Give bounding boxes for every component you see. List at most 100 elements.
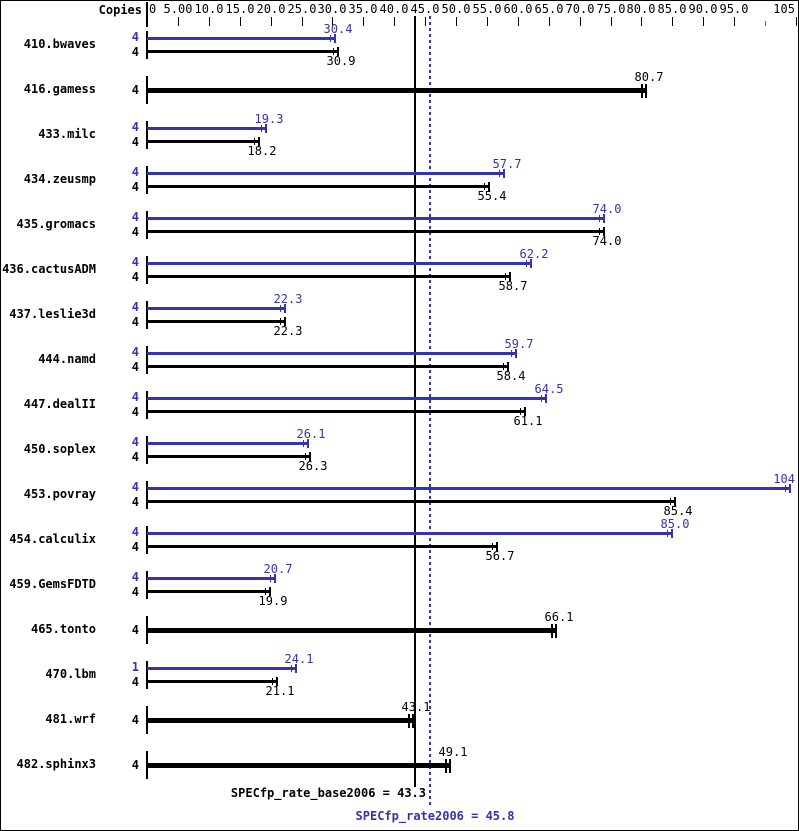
bar-end-cap [265, 124, 267, 133]
bar-end-tick [272, 678, 273, 685]
axis-tick-label: 15.0 [225, 2, 255, 16]
bar-end-cap [671, 529, 673, 538]
peak-value-label: 104 [773, 472, 795, 486]
axis-tick-label: 90.0 [688, 2, 718, 16]
bar-end-cap [284, 317, 286, 326]
row-axis-segment [146, 661, 148, 689]
base-value-label: 21.1 [265, 684, 295, 698]
base-bar [147, 185, 489, 188]
axis-tick [580, 17, 581, 26]
peak-bar [147, 577, 275, 580]
base-bar [147, 275, 510, 278]
peak-value-label: 22.3 [273, 292, 303, 306]
peak-bar [147, 172, 504, 175]
bar-end-tick [303, 440, 304, 447]
base-value-label: 18.2 [247, 144, 277, 158]
bar-end-cap [603, 214, 605, 223]
copies-value: 4 [131, 540, 139, 554]
bar-end-tick [270, 575, 271, 582]
bar-end-tick [492, 543, 493, 550]
copies-value: 4 [131, 405, 139, 419]
peak-value-label: 19.3 [254, 112, 284, 126]
bar-end-tick [305, 453, 306, 460]
bar-end-tick [265, 588, 266, 595]
benchmark-label: 435.gromacs [16, 217, 96, 231]
benchmark-label: 454.calculix [9, 532, 96, 546]
peak-value-label: 64.5 [534, 382, 564, 396]
base-bar [147, 628, 556, 633]
base-value-label: 19.9 [258, 594, 288, 608]
bar-end-tick [333, 48, 334, 55]
base-bar [147, 763, 450, 768]
peak-bar [147, 442, 308, 445]
bar-end-tick [599, 215, 600, 222]
bar-end-cap [488, 182, 490, 191]
base-bar [147, 455, 310, 458]
bar-end-tick [499, 170, 500, 177]
bar-end-tick [505, 273, 506, 280]
base-value-label: 58.7 [498, 279, 528, 293]
base-bar [147, 365, 508, 368]
axis-tick-label: 75.0 [596, 2, 626, 16]
copies-value: 4 [131, 450, 139, 464]
peak-value-label: 62.2 [519, 247, 549, 261]
copies-value: 4 [131, 30, 139, 44]
bar-end-tick [511, 350, 512, 357]
base-bar [147, 410, 525, 413]
base-value-label: 26.3 [298, 459, 328, 473]
copies-value: 4 [131, 180, 139, 194]
peak-bar [147, 37, 335, 40]
copies-value: 4 [131, 165, 139, 179]
bar-end-tick [520, 408, 521, 415]
axis-tick-label: 105 [773, 2, 795, 16]
row-axis-segment [146, 346, 148, 374]
copies-value: 4 [131, 270, 139, 284]
copies-value: 4 [131, 713, 139, 727]
copies-value: 4 [131, 255, 139, 269]
axis-tick [611, 17, 612, 26]
axis-tick-label: 5.00 [163, 2, 193, 16]
peak-bar [147, 127, 266, 130]
peak-value-label: 24.1 [284, 652, 314, 666]
benchmark-label: 447.dealII [23, 397, 96, 411]
row-axis-segment [146, 31, 148, 59]
copies-value: 4 [131, 495, 139, 509]
benchmark-label: 416.gamess [23, 82, 96, 96]
axis-tick-label: 10.0 [194, 2, 224, 16]
peak-value-label: 59.7 [504, 337, 534, 351]
axis-tick-label: 65.0 [534, 2, 564, 16]
axis-tick-label: 20.0 [256, 2, 286, 16]
base-value-label: 80.7 [634, 70, 664, 84]
peak-bar [147, 352, 516, 355]
bar-end-tick [503, 363, 504, 370]
bar-end-tick [541, 395, 542, 402]
peak-summary-text: SPECfp_rate2006 = 45.8 [355, 809, 515, 823]
copies-value: 4 [131, 675, 139, 689]
copies-value: 4 [131, 758, 139, 772]
bar-end-tick [445, 759, 447, 773]
benchmark-label: 470.lbm [45, 667, 96, 681]
bar-end-cap [496, 542, 498, 551]
copies-value: 4 [131, 210, 139, 224]
base-value-label: 58.4 [496, 369, 526, 383]
copies-value: 4 [131, 480, 139, 494]
bar-end-tick [408, 714, 410, 728]
bar-end-cap [258, 137, 260, 146]
benchmark-label: 459.GemsFDTD [9, 577, 96, 591]
bar-end-cap [645, 84, 647, 98]
axis-tick-label: 50.0 [441, 2, 471, 16]
peak-value-label: 30.4 [323, 22, 353, 36]
peak-value-label: 57.7 [492, 157, 522, 171]
benchmark-label: 450.soplex [23, 442, 96, 456]
axis-tick [240, 17, 241, 26]
bar-end-tick [526, 260, 527, 267]
axis-tick [703, 17, 704, 26]
axis-tick-label: 40.0 [379, 2, 409, 16]
bar-end-cap [674, 497, 676, 506]
peak-bar [147, 217, 604, 220]
axis-tick [332, 17, 333, 26]
bar-end-tick [291, 665, 292, 672]
peak-bar [147, 397, 546, 400]
peak-bar [147, 487, 790, 490]
axis-tick [796, 17, 797, 26]
